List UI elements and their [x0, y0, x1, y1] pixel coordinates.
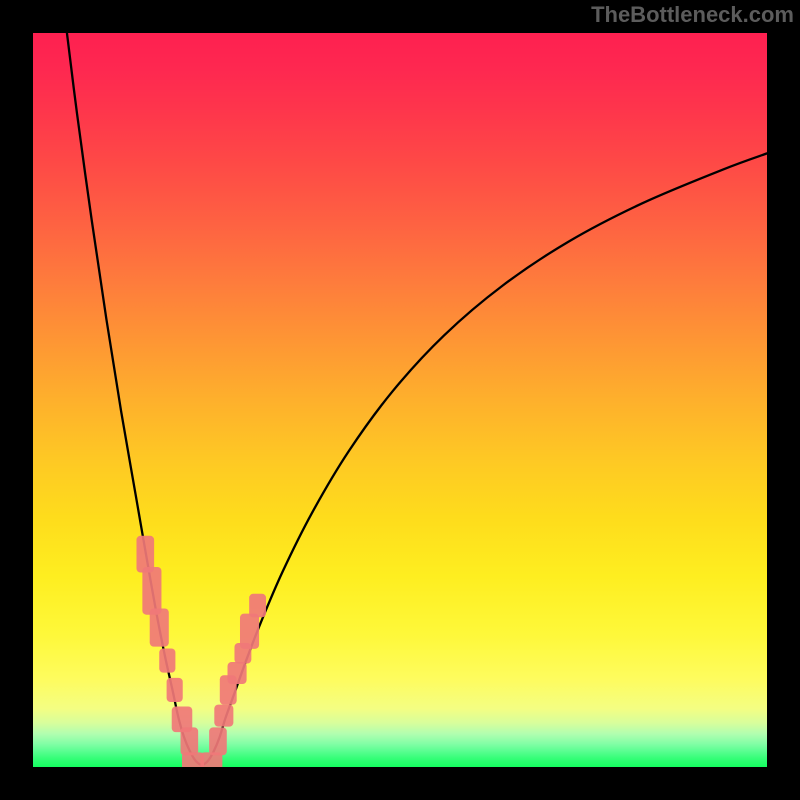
data-marker: [167, 678, 183, 702]
figure-frame: TheBottleneck.com: [0, 0, 800, 800]
data-marker: [249, 594, 266, 617]
data-marker: [136, 536, 154, 573]
chart-background: [33, 33, 767, 767]
data-marker: [240, 614, 259, 649]
data-marker: [214, 705, 233, 727]
data-marker: [159, 648, 175, 672]
data-marker: [209, 727, 227, 755]
data-marker: [142, 567, 161, 615]
data-marker: [181, 727, 199, 755]
data-marker: [228, 662, 247, 684]
bottleneck-chart-svg: [0, 0, 800, 800]
data-marker: [150, 608, 169, 646]
source-watermark: TheBottleneck.com: [591, 2, 794, 28]
